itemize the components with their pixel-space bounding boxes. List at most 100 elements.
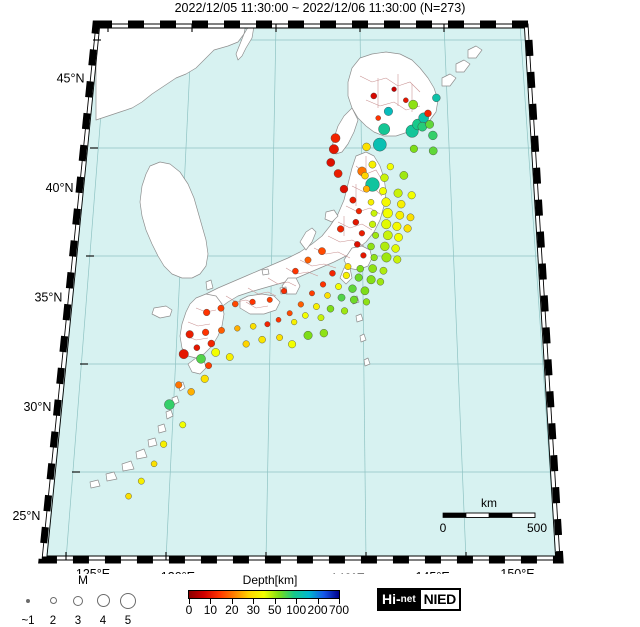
epicenter-marker <box>349 295 358 304</box>
latitude-label: 35°N <box>34 291 62 305</box>
epicenter-marker <box>330 133 341 143</box>
epicenter-marker <box>367 242 375 251</box>
magnitude-legend-symbol <box>68 592 88 610</box>
hinet-logo-nied: NIED <box>418 590 459 609</box>
colorbar-tick <box>274 599 276 604</box>
magnitude-legend-label: 2 <box>49 615 57 627</box>
scale-bar-end: 500 <box>527 521 547 535</box>
epicenter-marker <box>380 173 389 182</box>
epicenter-marker <box>376 278 385 286</box>
epicenter-marker <box>286 310 293 317</box>
epicenter-marker <box>352 219 360 226</box>
epicenter-marker <box>362 298 370 306</box>
epicenter-marker <box>280 287 288 295</box>
epicenter-marker <box>125 492 132 500</box>
epicenter-marker <box>379 187 387 195</box>
colorbar-tick-label: 10 <box>203 603 218 617</box>
epicenter-marker <box>288 340 297 349</box>
page-title: 2022/12/05 11:30:00 ~ 2022/12/06 11:30:0… <box>174 1 466 15</box>
latitude-label: 40°N <box>46 181 74 195</box>
colorbar-tick-label: 100 <box>286 603 307 617</box>
hinet-logo-hi: Hi- <box>382 591 401 607</box>
scale-bar-start: 0 <box>440 521 447 535</box>
ocean-layer <box>42 24 560 560</box>
colorbar-tick-label: 200 <box>307 603 328 617</box>
latitude-label: 30°N <box>23 400 51 414</box>
epicenter-marker <box>196 354 206 364</box>
epicenter-marker <box>362 185 371 193</box>
epicenter-marker <box>344 263 352 270</box>
epicenter-marker <box>326 305 335 313</box>
epicenter-marker <box>234 325 241 332</box>
longitude-labels: 125°E 130°E 135°E 140°E 145°E 150°E <box>76 567 535 574</box>
epicenter-marker <box>375 115 381 121</box>
magnitude-legend-title: M <box>78 573 88 587</box>
epicenter-marker <box>399 171 409 180</box>
epicenter-marker <box>403 224 412 233</box>
epicenter-marker <box>379 266 388 275</box>
longitude-label: 145°E <box>415 570 449 574</box>
map-frame <box>38 20 564 564</box>
magnitude-circle <box>96 594 110 608</box>
colorbar-tick <box>339 599 340 604</box>
epicenter-marker <box>403 97 409 103</box>
epicenter-marker <box>302 312 309 319</box>
epicenter-marker <box>211 348 220 357</box>
epicenter-marker <box>367 198 375 206</box>
longitude-label: 125°E <box>76 567 110 574</box>
land-layer <box>89 24 483 489</box>
magnitude-legend-label: 4 <box>99 615 107 627</box>
epicenter-marker <box>407 191 416 200</box>
epicenter-marker <box>366 275 376 285</box>
epicenter-marker <box>324 292 331 299</box>
epicenter-marker <box>317 314 325 322</box>
epicenter-marker <box>303 330 313 340</box>
epicenter-marker <box>319 281 327 288</box>
magnitude-legend-symbol <box>18 592 38 610</box>
epicenter-marker <box>381 252 392 263</box>
epicenter-marker <box>341 307 349 315</box>
epicenter-marker <box>342 271 350 279</box>
epicenter-marker <box>187 388 195 396</box>
epicenter-marker <box>425 120 434 129</box>
epicenter-marker <box>394 233 403 242</box>
magnitude-legend-symbol <box>118 592 138 610</box>
epicenter-marker <box>275 317 282 323</box>
epicenter-marker <box>217 304 225 312</box>
magnitude-circle <box>49 597 57 605</box>
epicenter-marker <box>358 230 365 237</box>
epicenter-marker <box>348 284 357 293</box>
epicenter-marker <box>232 300 239 308</box>
epicenter-marker <box>370 92 378 100</box>
epicenter-marker <box>393 255 402 264</box>
map-canvas[interactable]: km 0 500 45°N 40°N 35°N 30°N 25°N <box>0 16 640 574</box>
epicenter-marker <box>200 374 209 383</box>
colorbar-tick <box>317 599 319 604</box>
colorbar-tick <box>296 599 298 604</box>
magnitude-legend-label: 5 <box>124 615 132 627</box>
depth-colorbar <box>188 590 340 599</box>
epicenter-marker <box>360 252 367 259</box>
epicenter-marker <box>409 144 418 153</box>
colorbar-tick-label: 50 <box>268 603 282 617</box>
earthquake-map[interactable]: km 0 500 45°N 40°N 35°N 30°N 25°N <box>0 16 640 574</box>
colorbar-tick-label: 20 <box>225 603 239 617</box>
epicenter-marker <box>339 184 349 194</box>
magnitude-circle <box>120 592 136 609</box>
epicenter-marker <box>203 308 211 316</box>
epicenter-marker <box>424 109 432 118</box>
epicenter-marker <box>372 232 379 239</box>
longitude-label: 130°E <box>161 570 195 574</box>
latitude-label: 45°N <box>57 72 85 86</box>
colorbar-tick <box>253 599 255 604</box>
epicenter-marker <box>428 146 438 156</box>
epicenter-marker <box>368 264 377 273</box>
epicenter-marker <box>249 323 257 330</box>
magnitude-legend-symbol <box>93 592 113 610</box>
epicenter-marker <box>382 208 393 219</box>
epicenter-marker <box>309 290 315 297</box>
epicenter-marker <box>361 171 369 180</box>
epicenter-marker <box>335 283 342 290</box>
magnitude-legend-label: 3 <box>74 615 82 627</box>
epicenter-marker <box>381 197 391 207</box>
